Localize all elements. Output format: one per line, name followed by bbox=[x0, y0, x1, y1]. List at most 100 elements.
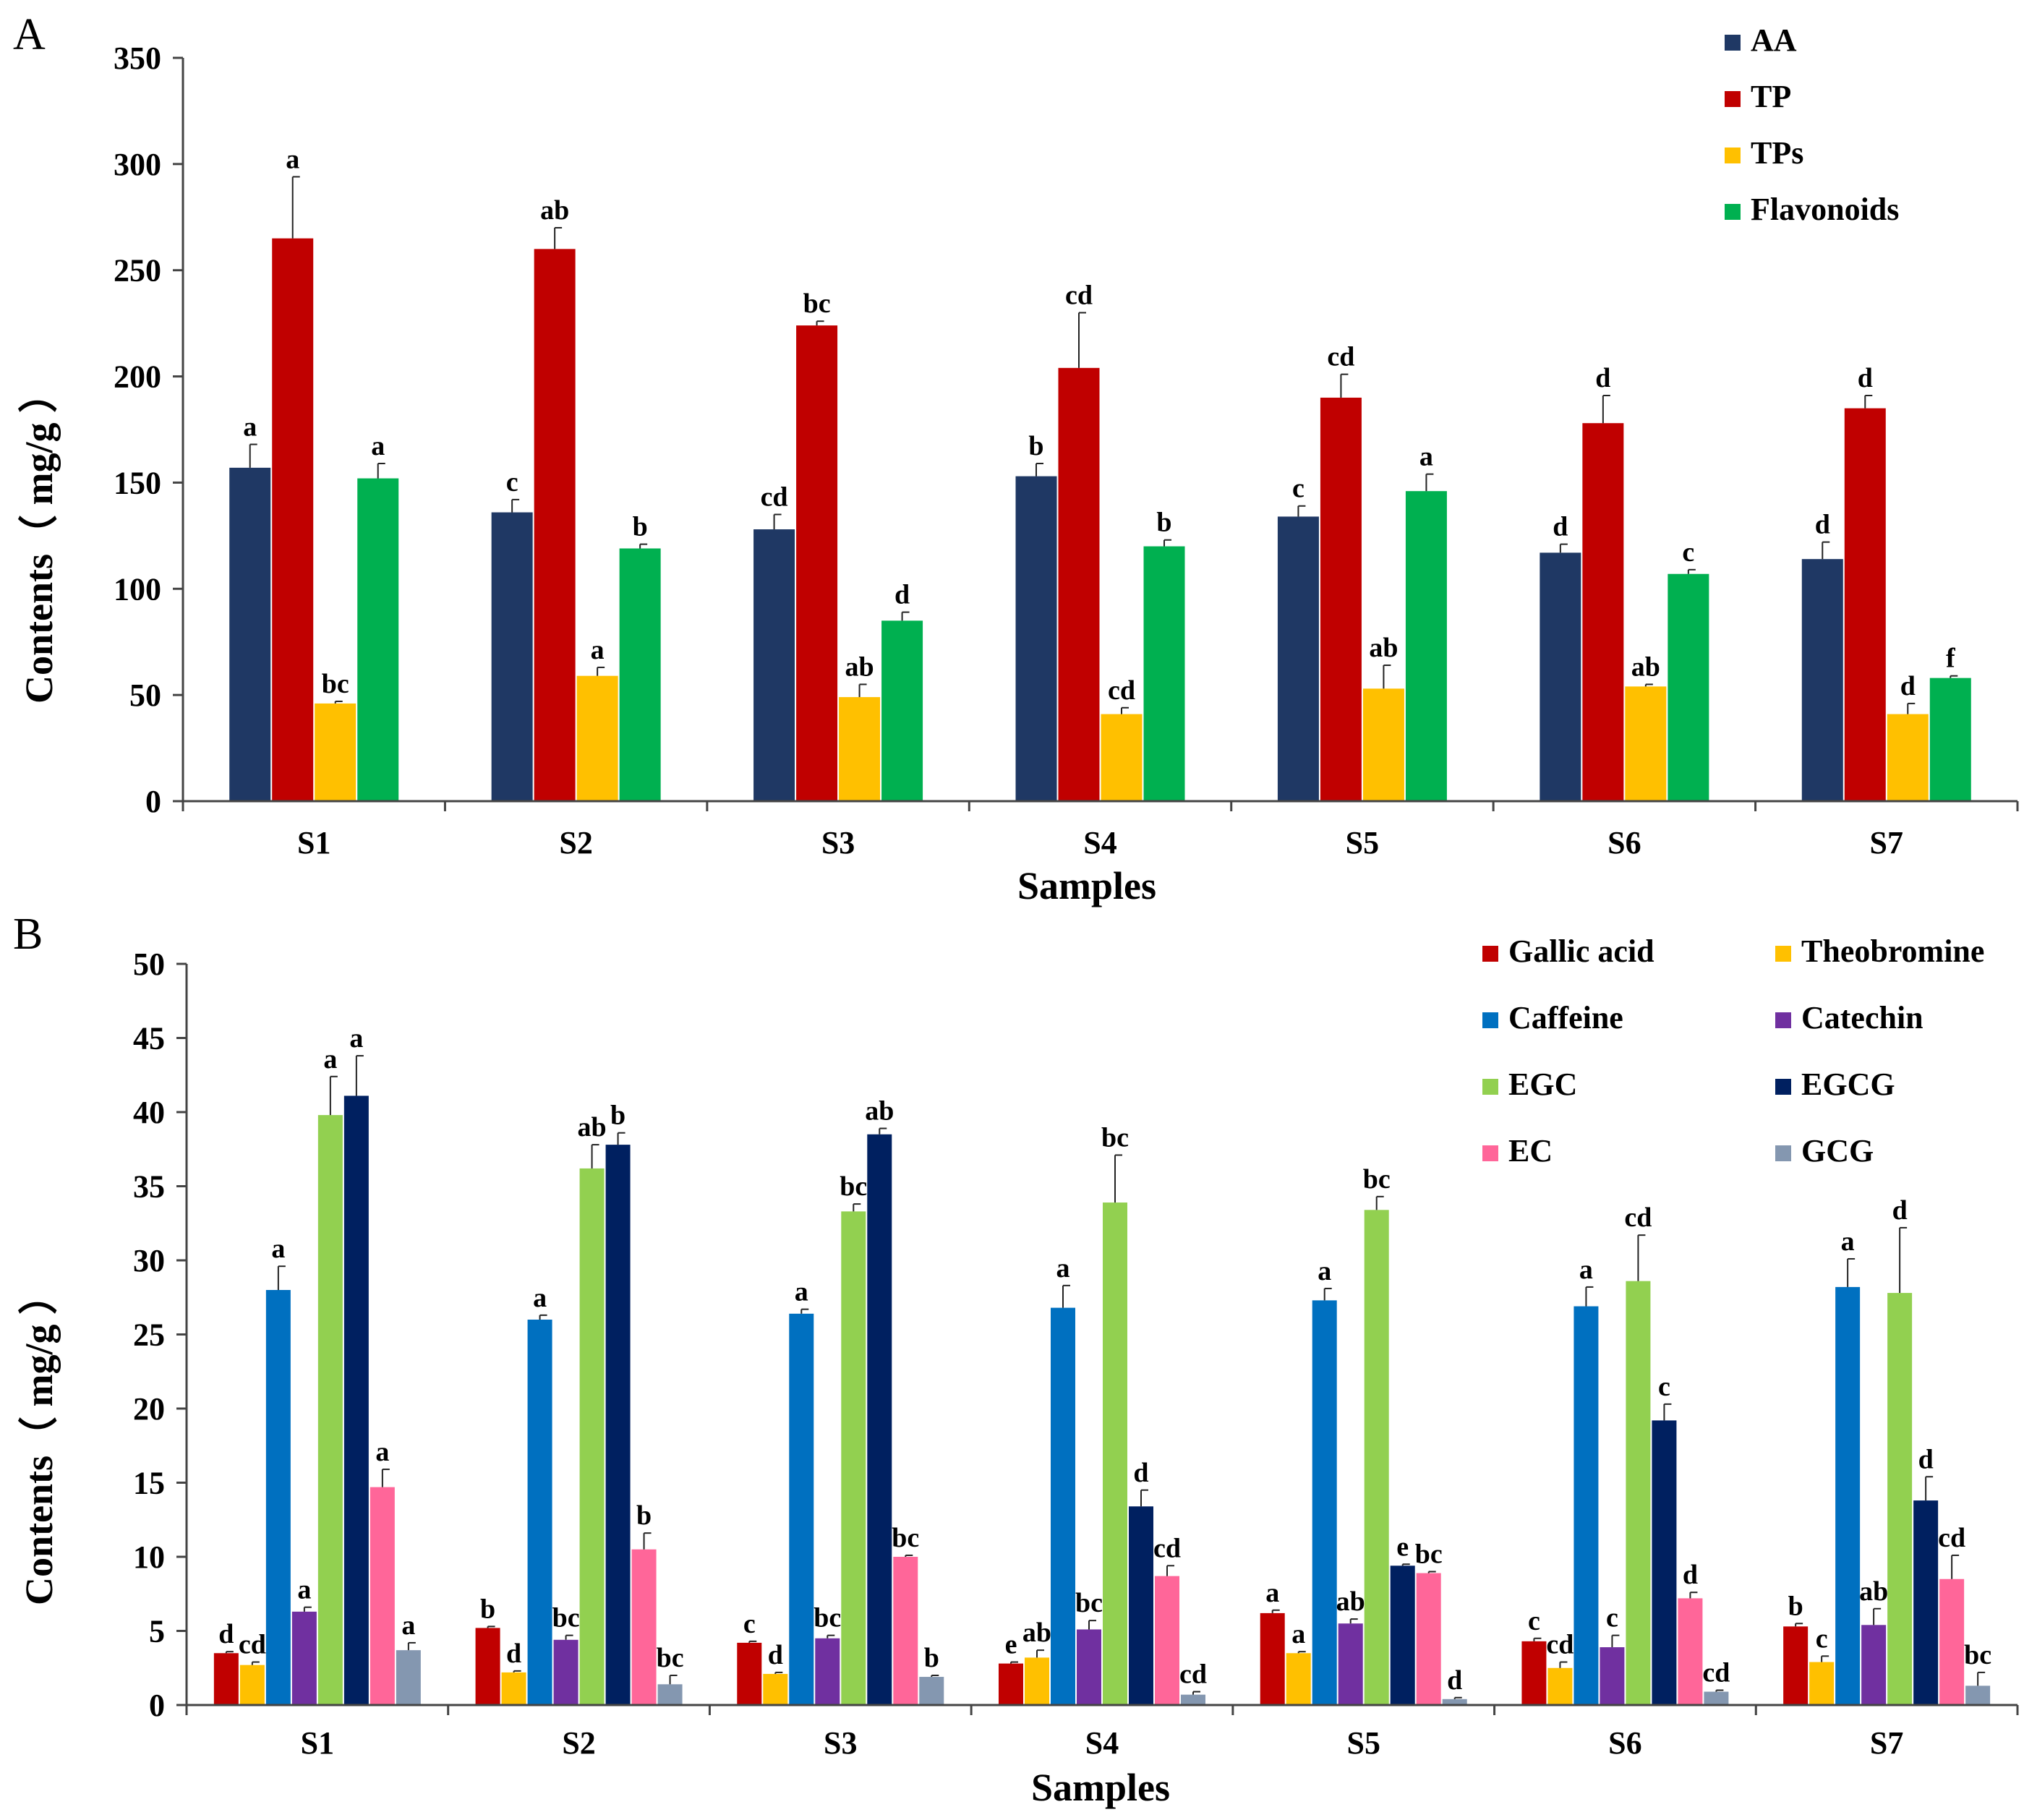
panel-a-significance-label: a bbox=[243, 412, 257, 443]
panel-a-legend-swatch-flavonoids bbox=[1725, 204, 1741, 220]
panel-b-bar-egcg bbox=[343, 1095, 369, 1705]
panel-b-significance-label: bc bbox=[840, 1171, 867, 1202]
panel-b-significance-label: a bbox=[533, 1283, 547, 1313]
panel-b-bar-caffeine bbox=[789, 1313, 814, 1705]
panel-a-significance-label: cd bbox=[761, 482, 788, 512]
panel-a-letter: A bbox=[13, 10, 46, 59]
panel-b-bar-gallic-acid bbox=[737, 1642, 762, 1705]
panel-b-significance-label: e bbox=[1396, 1531, 1409, 1562]
panel-a-x-axis-title: Samples bbox=[1017, 864, 1156, 907]
panel-a-bar-tps bbox=[839, 697, 881, 801]
panel-b-significance-label: bc bbox=[1075, 1588, 1103, 1618]
panel-a-significance-label: d bbox=[894, 580, 910, 610]
panel-a-bar-flavonoids bbox=[619, 548, 661, 801]
panel-a-bar-flavonoids bbox=[357, 478, 399, 801]
panel-b-bar-egc bbox=[317, 1115, 343, 1705]
panel-b-significance-label: a bbox=[1291, 1619, 1305, 1649]
panel-b-significance-label: bc bbox=[552, 1603, 580, 1633]
panel-b-y-tick-label: 20 bbox=[133, 1391, 165, 1427]
panel-a-y-tick-label: 350 bbox=[114, 40, 161, 76]
panel-b-bar-gallic-acid bbox=[213, 1653, 239, 1705]
panel-b-bar-ec bbox=[370, 1487, 395, 1705]
panel-b-bar-caffeine bbox=[1312, 1300, 1337, 1705]
panel-b-significance-label: a bbox=[1841, 1226, 1855, 1257]
panel-b-y-tick-label: 45 bbox=[133, 1021, 165, 1056]
panel-b-bar-theobromine bbox=[1025, 1657, 1049, 1705]
panel-b-legend-label: GCG bbox=[1801, 1133, 1874, 1169]
panel-b-legend-label: Theobromine bbox=[1801, 934, 1984, 969]
panel-a-legend-swatch-aa bbox=[1725, 35, 1741, 51]
panel-b-y-tick-label: 0 bbox=[149, 1688, 165, 1723]
panel-b-bar-gcg bbox=[657, 1684, 683, 1705]
panel-b-y-tick-label: 40 bbox=[133, 1095, 165, 1130]
panel-b-bar-ec bbox=[1155, 1576, 1179, 1705]
panel-a-bar-aa bbox=[1277, 516, 1319, 801]
panel-b-significance-label: bc bbox=[657, 1643, 684, 1673]
panel-b-legend-swatch-ec bbox=[1482, 1145, 1498, 1161]
panel-a-category-label: S5 bbox=[1346, 825, 1379, 860]
panel-a-significance-label: d bbox=[1815, 510, 1830, 540]
panel-a-bar-aa bbox=[753, 529, 795, 801]
panel-b-bar-gcg bbox=[396, 1650, 421, 1705]
panel-a-significance-label: d bbox=[1595, 363, 1610, 393]
panel-a-bar-aa bbox=[229, 467, 271, 801]
panel-a-significance-label: d bbox=[1858, 363, 1873, 393]
panel-a-significance-label: c bbox=[1682, 537, 1694, 568]
panel-b-significance-label: d bbox=[1447, 1665, 1462, 1696]
panel-a-significance-label: a bbox=[371, 431, 385, 461]
panel-b-bar-gallic-acid bbox=[475, 1628, 500, 1705]
panel-b-axes: 0 5 10 15 20 25 30 35 40 45 50 S1 S2 S3 S4 S5 S6 S7 bbox=[133, 947, 2019, 1761]
panel-b-bar-egcg bbox=[1652, 1420, 1677, 1705]
panel-a-bar-flavonoids bbox=[1405, 491, 1447, 801]
panel-a-significance-label: ab bbox=[540, 195, 569, 226]
panel-a-bar-tp bbox=[796, 325, 838, 802]
panel-b-bar-egc bbox=[1364, 1210, 1389, 1705]
panel-a-significance-label: cd bbox=[1065, 280, 1093, 310]
panel-b-significance-label: a bbox=[1318, 1256, 1331, 1286]
panel-b-category-label: S7 bbox=[1870, 1725, 1903, 1761]
panel-b-significance-label: d bbox=[1133, 1458, 1148, 1488]
panel-b-significance-label: bc bbox=[1101, 1122, 1129, 1153]
panel-b-significance-label: bc bbox=[1415, 1539, 1443, 1570]
panel-b-legend-swatch-egcg bbox=[1775, 1079, 1791, 1095]
panel-a-bar-tp bbox=[1320, 397, 1362, 801]
panel-b-bar-caffeine bbox=[1835, 1286, 1861, 1705]
panel-b-significance-label: c bbox=[1658, 1372, 1670, 1402]
panel-b-significance-label: c bbox=[1528, 1606, 1540, 1636]
panel-b-bar-gcg bbox=[1181, 1694, 1205, 1705]
panel-a-bar-tps bbox=[1101, 714, 1143, 801]
panel-b-bar-caffeine bbox=[1051, 1307, 1075, 1705]
panel-b-category-label: S4 bbox=[1085, 1725, 1119, 1761]
panel-b-bar-gcg bbox=[1965, 1686, 1991, 1705]
panel-b-bar-theobromine bbox=[1809, 1662, 1835, 1705]
panel-b-y-tick-label: 30 bbox=[133, 1243, 165, 1278]
panel-b-legend-label: EGC bbox=[1508, 1067, 1577, 1102]
panel-b-significance-label: cd bbox=[1624, 1202, 1652, 1233]
panel-b-significance-label: d bbox=[1683, 1560, 1698, 1590]
panel-b-legend-swatch-egc bbox=[1482, 1079, 1498, 1095]
panel-a-significance-label: cd bbox=[1108, 675, 1135, 706]
panel-a-significance-label: ab bbox=[1631, 651, 1660, 682]
panel-a-legend: AA TP TPs Flavonoids bbox=[1725, 22, 1899, 227]
panel-a-y-tick-label: 250 bbox=[114, 253, 161, 289]
panel-b-legend-label: EGCG bbox=[1801, 1067, 1895, 1102]
panel-a-bar-tp bbox=[534, 249, 576, 801]
panel-b-y-tick-label: 50 bbox=[133, 947, 165, 982]
panel-b-significance-label: b bbox=[1788, 1591, 1803, 1621]
panel-b-bar-caffeine bbox=[1573, 1306, 1599, 1705]
panel-b-bar-ec bbox=[893, 1557, 918, 1705]
panel-a-legend-label: AA bbox=[1751, 22, 1797, 58]
panel-b-bar-egc bbox=[1103, 1202, 1127, 1705]
panel-a-bar-flavonoids bbox=[1929, 678, 1971, 801]
panel-b-bar-egcg bbox=[605, 1145, 631, 1705]
panel-a-significance-label: c bbox=[506, 467, 518, 497]
panel-b-bar-theobromine bbox=[501, 1672, 526, 1705]
panel-b-bar-catechin bbox=[1338, 1623, 1363, 1705]
panel-b-legend-swatch-gcg bbox=[1775, 1145, 1791, 1161]
panel-b-bar-gallic-acid bbox=[1783, 1626, 1809, 1705]
panel-b-bar-catechin bbox=[815, 1638, 840, 1705]
